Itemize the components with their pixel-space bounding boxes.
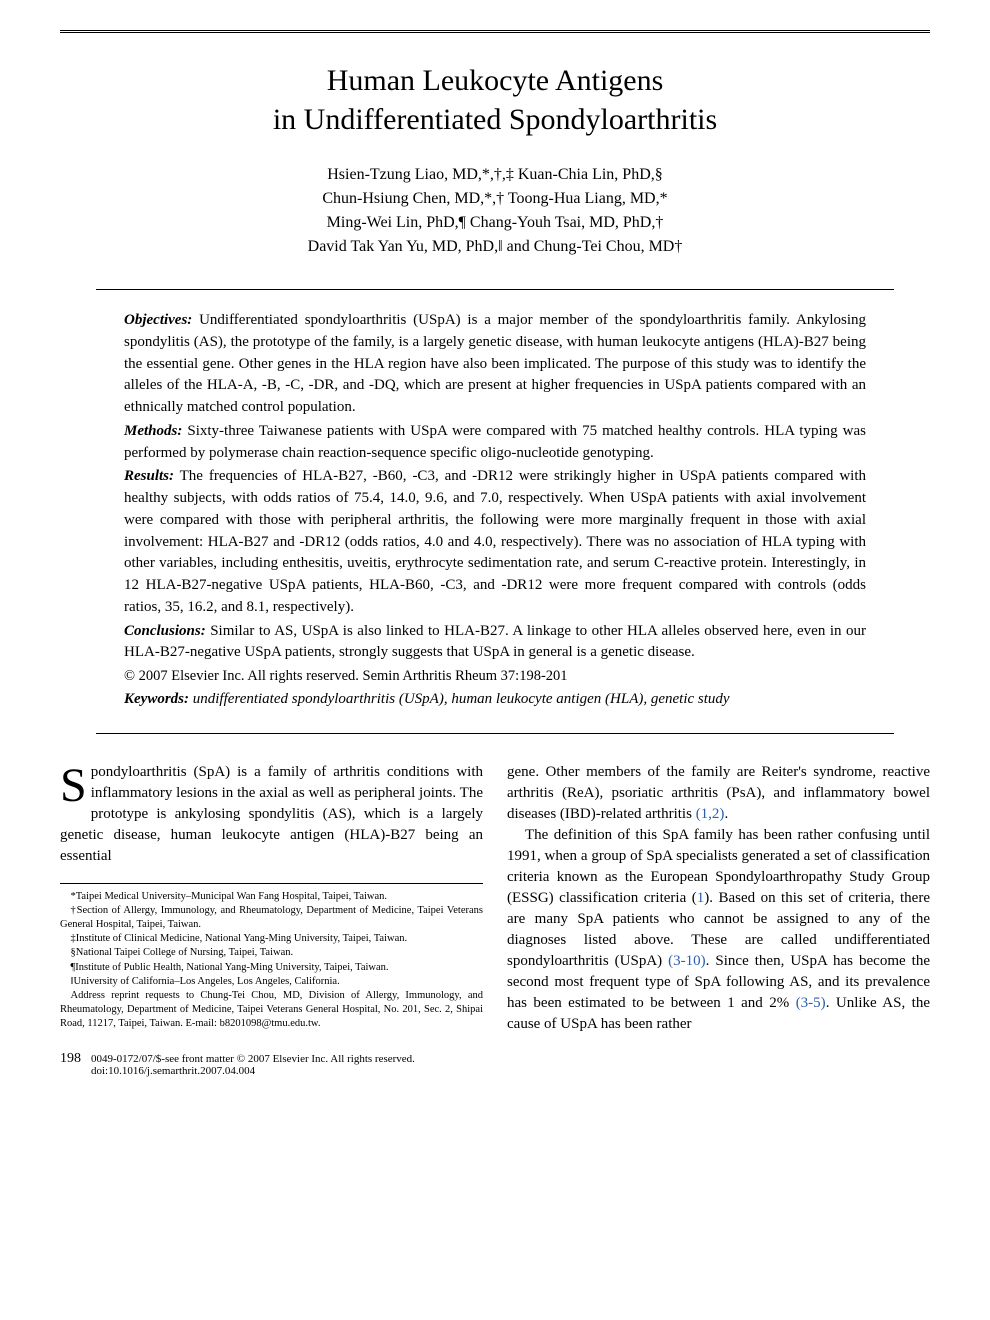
page-number: 198: [60, 1051, 81, 1067]
top-rule: [60, 30, 930, 33]
footnote-line: §National Taipei College of Nursing, Tai…: [60, 946, 483, 960]
conclusions-label: Conclusions:: [124, 623, 206, 639]
affiliation-footnotes: *Taipei Medical University–Municipal Wan…: [60, 883, 483, 1032]
footnote-line: ‡Institute of Clinical Medicine, Nationa…: [60, 932, 483, 946]
citation-link[interactable]: (3-10): [668, 953, 706, 969]
authors-line: David Tak Yan Yu, MD, PhD,‖ and Chung-Te…: [60, 235, 930, 259]
abstract-keywords: Keywords: undifferentiated spondyloarthr…: [124, 689, 866, 711]
abstract-results: Results: The frequencies of HLA-B27, -B6…: [124, 466, 866, 618]
citation-link[interactable]: (1,2): [696, 806, 725, 822]
methods-label: Methods:: [124, 423, 182, 439]
authors-block: Hsien-Tzung Liao, MD,*,†,‡ Kuan-Chia Lin…: [60, 163, 930, 259]
abstract-objectives: Objectives: Undifferentiated spondyloart…: [124, 310, 866, 419]
footnote-line: ‖University of California–Los Angeles, L…: [60, 975, 483, 989]
results-label: Results:: [124, 468, 174, 484]
footnote-line: Address reprint requests to Chung-Tei Ch…: [60, 989, 483, 1032]
dropcap: S: [60, 762, 91, 807]
body-paragraph-1: Spondyloarthritis (SpA) is a family of a…: [60, 762, 483, 867]
title-line-2: in Undifferentiated Spondyloarthritis: [273, 103, 717, 136]
results-text: The frequencies of HLA-B27, -B60, -C3, a…: [124, 468, 866, 615]
objectives-label: Objectives:: [124, 312, 192, 328]
abstract-methods: Methods: Sixty-three Taiwanese patients …: [124, 421, 866, 465]
keywords-text: undifferentiated spondyloarthritis (USpA…: [189, 691, 730, 707]
footnote-line: †Section of Allergy, Immunology, and Rhe…: [60, 904, 483, 932]
body-text: Spondyloarthritis (SpA) is a family of a…: [60, 762, 930, 1035]
keywords-label: Keywords:: [124, 691, 189, 707]
p2-text-b: .: [724, 806, 728, 822]
abstract-conclusions: Conclusions: Similar to AS, USpA is also…: [124, 621, 866, 665]
page-footer: 198 0049-0172/07/$-see front matter © 20…: [60, 1051, 930, 1077]
citation-link[interactable]: (3-5): [796, 995, 826, 1011]
authors-line: Ming-Wei Lin, PhD,¶ Chang-Youh Tsai, MD,…: [60, 211, 930, 235]
authors-line: Chun-Hsiung Chen, MD,*,† Toong-Hua Liang…: [60, 187, 930, 211]
body-paragraph-3: The definition of this SpA family has be…: [507, 825, 930, 1035]
footer-line-1: 0049-0172/07/$-see front matter © 2007 E…: [91, 1053, 415, 1065]
p1-text: pondyloarthritis (SpA) is a family of ar…: [60, 764, 483, 864]
authors-line: Hsien-Tzung Liao, MD,*,†,‡ Kuan-Chia Lin…: [60, 163, 930, 187]
footer-meta: 0049-0172/07/$-see front matter © 2007 E…: [91, 1053, 415, 1077]
abstract-copyright: © 2007 Elsevier Inc. All rights reserved…: [124, 666, 866, 687]
objectives-text: Undifferentiated spondyloarthritis (USpA…: [124, 312, 866, 415]
footer-line-2: doi:10.1016/j.semarthrit.2007.04.004: [91, 1065, 255, 1077]
article-title: Human Leukocyte Antigens in Undifferenti…: [60, 61, 930, 139]
body-paragraph-2: gene. Other members of the family are Re…: [507, 762, 930, 825]
footnote-line: *Taipei Medical University–Municipal Wan…: [60, 890, 483, 904]
methods-text: Sixty-three Taiwanese patients with USpA…: [124, 423, 866, 461]
title-line-1: Human Leukocyte Antigens: [327, 64, 664, 97]
conclusions-text: Similar to AS, USpA is also linked to HL…: [124, 623, 866, 661]
footnote-line: ¶Institute of Public Health, National Ya…: [60, 961, 483, 975]
abstract-block: Objectives: Undifferentiated spondyloart…: [96, 289, 894, 734]
